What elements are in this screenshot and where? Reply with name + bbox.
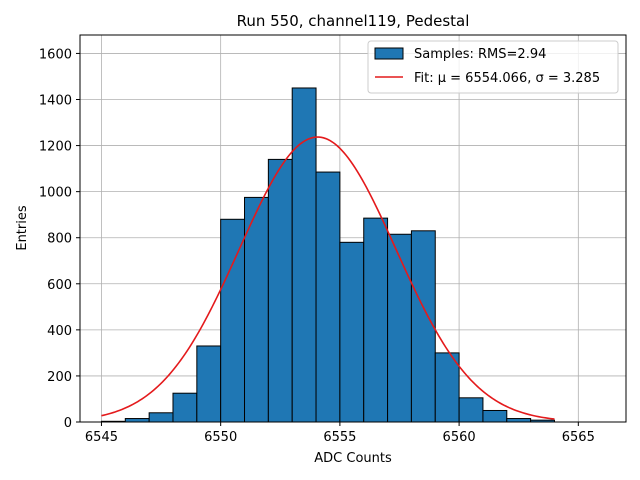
y-tick-label: 600: [47, 278, 72, 293]
legend-swatch-samples: [374, 47, 404, 60]
histogram-bar: [148, 412, 174, 423]
histogram-bar: [172, 392, 198, 423]
histogram-bar: [363, 217, 389, 423]
fit-curve: [101, 136, 555, 420]
y-tick-label: 1200: [39, 140, 72, 155]
y-tick-label: 400: [47, 324, 72, 339]
histogram-bar: [315, 171, 341, 423]
x-tick-label: 6560: [443, 430, 476, 445]
legend-label-fit: Fit: μ = 6554.066, σ = 3.285: [414, 71, 600, 86]
y-tick-label: 1000: [39, 186, 72, 201]
histogram-bars: [100, 87, 555, 423]
histogram-bar: [410, 230, 436, 423]
x-tick-label: 6555: [323, 430, 356, 445]
y-tick-label: 1600: [39, 47, 72, 62]
histogram-bar: [196, 345, 222, 423]
legend: Samples: RMS=2.94 Fit: μ = 6554.066, σ =…: [367, 40, 619, 94]
histogram-bar: [339, 241, 365, 423]
histogram-bar: [220, 218, 246, 423]
y-axis-title: Entries: [15, 205, 30, 251]
histogram-bar: [267, 158, 293, 423]
y-tick-label: 200: [47, 370, 72, 385]
y-tick-label: 800: [47, 232, 72, 247]
histogram-bar: [506, 418, 532, 423]
legend-label-samples: Samples: RMS=2.94: [414, 47, 546, 62]
y-tick-label: 0: [64, 416, 72, 431]
legend-box: [367, 40, 619, 94]
x-tick-label: 6550: [204, 430, 237, 445]
y-tick-label: 1400: [39, 94, 72, 109]
plot-frame: [79, 34, 627, 423]
histogram-bar: [387, 233, 412, 423]
histogram-bar: [434, 352, 460, 423]
x-axis-title: ADC Counts: [314, 451, 392, 466]
chart-title: Run 550, channel119, Pedestal: [237, 12, 470, 30]
histogram-bar: [124, 418, 150, 423]
x-tick-label: 6545: [85, 430, 118, 445]
histogram-bar: [458, 397, 484, 423]
x-tick-label: 6565: [562, 430, 595, 445]
histogram-bar: [482, 409, 508, 423]
axis-ticks: 6545 6550 6555 6560 6565 0 200 400 600 800 1000 120…: [39, 47, 595, 445]
